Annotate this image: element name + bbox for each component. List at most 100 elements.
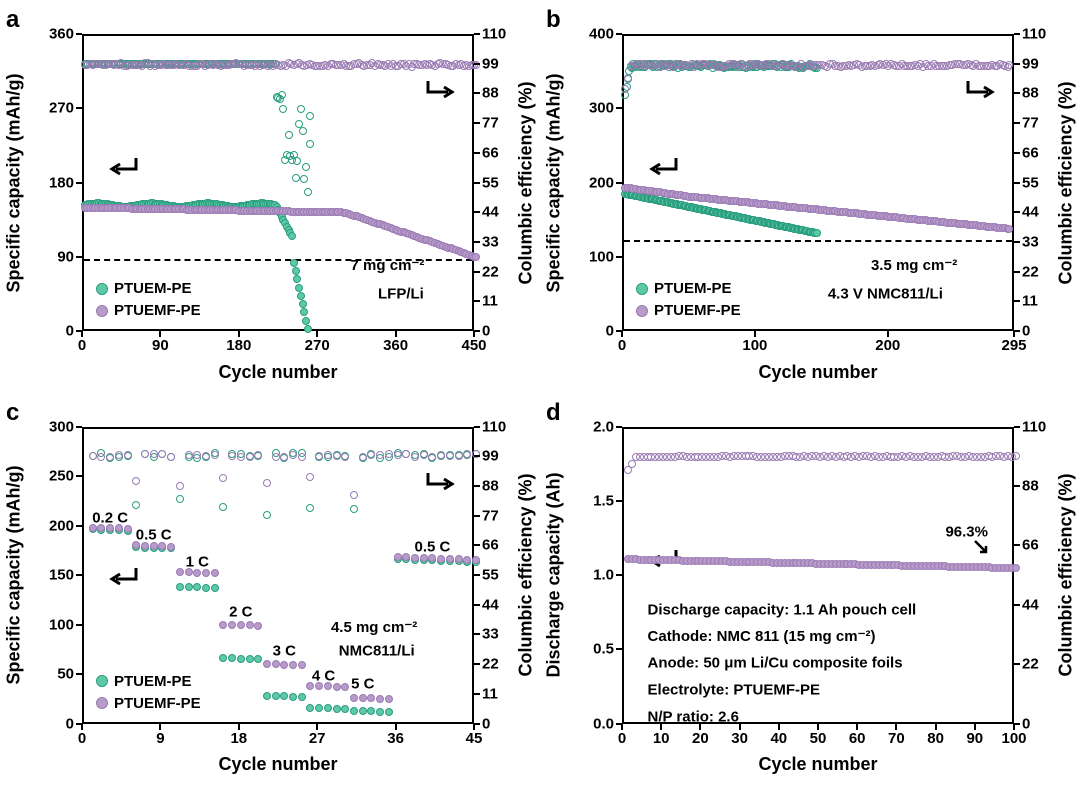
data-point [132, 541, 140, 549]
y2-tick: 0 [482, 323, 490, 340]
data-point [341, 705, 349, 713]
x-tick: 100 [1001, 730, 1026, 747]
x-tick: 50 [810, 730, 827, 747]
data-point [300, 175, 308, 183]
y1-tick: 300 [589, 100, 614, 117]
data-point [228, 452, 236, 460]
chart-annotation: 4.3 V NMC811/Li [828, 286, 943, 303]
x-tick: 270 [305, 337, 330, 354]
legend-item: PTUEM-PE [636, 280, 732, 297]
data-point [193, 583, 201, 591]
data-point [306, 504, 314, 512]
data-point [1005, 225, 1013, 233]
y2-tick: 44 [482, 204, 499, 221]
data-point [185, 451, 193, 459]
y2-tick: 22 [482, 656, 499, 673]
x-axis-label: Cycle number [218, 754, 337, 775]
data-point [394, 451, 402, 459]
data-point [385, 450, 393, 458]
right-axis-arrow-icon [966, 78, 996, 103]
data-point [211, 569, 219, 577]
y1-tick: 100 [589, 248, 614, 265]
y2-tick: 33 [1022, 233, 1039, 250]
left-axis-arrow-icon [108, 155, 138, 180]
x-tick: 295 [1001, 337, 1026, 354]
x-tick: 36 [387, 730, 404, 747]
y1-tick: 0 [66, 715, 74, 732]
data-point [411, 453, 419, 461]
y2-tick: 33 [482, 626, 499, 643]
rate-label: 4 C [312, 668, 335, 685]
data-point [306, 682, 314, 690]
y2-tick: 22 [482, 263, 499, 280]
data-point [813, 229, 821, 237]
data-point [263, 692, 271, 700]
data-point [228, 654, 236, 662]
data-point [446, 555, 454, 563]
figure-grid: aPTUEM-PEPTUEMF-PE7 mg cm⁻²LFP/LiCycle n… [0, 0, 1080, 785]
x-tick: 60 [849, 730, 866, 747]
y2-tick: 33 [482, 233, 499, 250]
data-point [132, 477, 140, 485]
data-point [299, 300, 307, 308]
data-point [306, 112, 314, 120]
data-point [176, 482, 184, 490]
data-point [306, 140, 314, 148]
data-point [621, 85, 629, 93]
x-tick: 30 [731, 730, 748, 747]
panel-c: cPTUEM-PEPTUEMF-PE4.5 mg cm⁻²NMC811/Li0.… [4, 397, 536, 782]
data-point [1005, 61, 1013, 69]
data-point [624, 74, 632, 82]
data-point [246, 453, 254, 461]
data-point [376, 451, 384, 459]
data-point [158, 542, 166, 550]
plot-area-b: PTUEM-PEPTUEMF-PE3.5 mg cm⁻²4.3 V NMC811… [622, 34, 1014, 331]
data-point [455, 452, 463, 460]
x-tick: 20 [692, 730, 709, 747]
data-point [290, 259, 298, 267]
data-point [167, 453, 175, 461]
reference-line [624, 240, 1012, 242]
chart-annotation: Cathode: NMC 811 (15 mg cm⁻²) [648, 627, 876, 645]
data-point [315, 452, 323, 460]
y1-tick: 1.5 [593, 492, 614, 509]
y2-axis-label: Columbic efficiency (%) [1056, 473, 1077, 676]
data-point [141, 450, 149, 458]
y2-tick: 0 [1022, 715, 1030, 732]
data-point [1012, 564, 1020, 572]
data-point [289, 661, 297, 669]
data-point [324, 451, 332, 459]
data-point [185, 583, 193, 591]
data-point [254, 622, 262, 630]
data-point [246, 621, 254, 629]
data-point [97, 524, 105, 532]
data-point [359, 694, 367, 702]
data-point [150, 450, 158, 458]
y1-axis-label: Discharge capacity (Ah) [544, 472, 565, 677]
data-point [288, 232, 296, 240]
data-point [272, 660, 280, 668]
x-tick: 200 [875, 337, 900, 354]
data-point [402, 450, 410, 458]
data-point [280, 661, 288, 669]
y2-tick: 88 [1022, 477, 1039, 494]
y1-tick: 1.0 [593, 567, 614, 584]
y2-tick: 99 [482, 448, 499, 465]
data-point [341, 683, 349, 691]
x-tick: 45 [466, 730, 483, 747]
legend-item: PTUEMF-PE [96, 302, 201, 319]
data-point [211, 584, 219, 592]
x-tick: 180 [226, 337, 251, 354]
data-point [292, 267, 300, 275]
data-point [628, 460, 636, 468]
data-point [295, 284, 303, 292]
data-point [1012, 452, 1020, 460]
data-point [254, 655, 262, 663]
plot-area-d: 96.3%Discharge capacity: 1.1 Ah pouch ce… [622, 427, 1014, 724]
x-tick: 100 [742, 337, 767, 354]
y1-axis-label: Specific capacity (mAh/g) [4, 73, 25, 292]
data-point [97, 453, 105, 461]
data-point [376, 695, 384, 703]
data-point [472, 253, 480, 261]
legend-item: PTUEM-PE [96, 280, 192, 297]
